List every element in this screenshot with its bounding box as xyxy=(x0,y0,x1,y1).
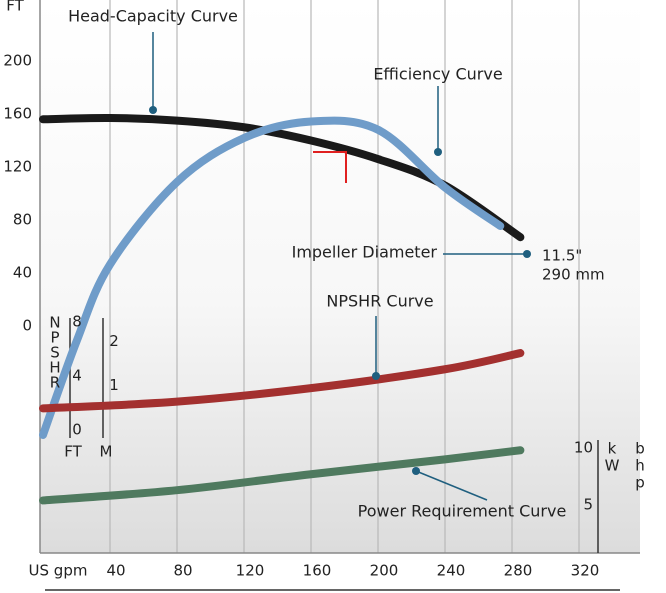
annotation: Head-Capacity Curve xyxy=(68,7,238,26)
y-tick-label: 80 xyxy=(13,211,32,229)
annotation: Power Requirement Curve xyxy=(358,502,567,521)
y-tick-label: 120 xyxy=(3,158,32,176)
x-tick-label: 80 xyxy=(173,562,192,580)
npsh-letter: P xyxy=(50,329,59,347)
y-tick-label: 200 xyxy=(3,52,32,70)
x-axis-label: US gpm xyxy=(29,562,88,580)
kw-letter: W xyxy=(605,457,620,475)
x-tick-label: 120 xyxy=(236,562,265,580)
npsh-ft-tick-label: 8 xyxy=(72,313,82,331)
bhp-letter: h xyxy=(635,457,645,475)
x-tick-label: 280 xyxy=(504,562,533,580)
x-tick-label: 40 xyxy=(106,562,125,580)
plot-background xyxy=(40,0,640,553)
npsh-ft-unit: FT xyxy=(64,443,82,461)
npsh-ft-tick-label: 4 xyxy=(72,367,82,385)
npsh-m-tick-label: 1 xyxy=(109,376,119,394)
x-tick-label: 160 xyxy=(303,562,332,580)
y-axis-label: FT xyxy=(6,0,24,15)
npsh-m-tick-label: 2 xyxy=(109,332,119,350)
leader-dot xyxy=(372,372,380,380)
y-tick-label: 160 xyxy=(3,105,32,123)
annotation: 290 mm xyxy=(542,266,605,284)
annotation: 11.5" xyxy=(542,247,582,265)
curve xyxy=(39,116,505,439)
bhp-letter: b xyxy=(635,440,645,458)
y-tick-label: 40 xyxy=(13,264,32,282)
npsh-ft-tick-label: 0 xyxy=(72,421,82,439)
annotation: NPSHR Curve xyxy=(326,292,433,311)
x-tick-label: 200 xyxy=(370,562,399,580)
annotation: Impeller Diameter xyxy=(292,243,438,262)
x-tick-label: 320 xyxy=(571,562,600,580)
npsh-m-unit: M xyxy=(100,443,113,461)
leader-line xyxy=(415,470,488,501)
npsh-letter: H xyxy=(49,359,60,377)
bhp-letter: p xyxy=(635,474,645,492)
leader-dot xyxy=(149,106,157,114)
operating-point xyxy=(313,151,347,183)
x-tick-label: 240 xyxy=(437,562,466,580)
npsh-letter: R xyxy=(50,374,60,392)
leader-dot xyxy=(523,250,531,258)
annotation: Efficiency Curve xyxy=(373,65,502,84)
leader-dot xyxy=(434,148,442,156)
npsh-letter: S xyxy=(50,344,60,362)
y-tick-label: 0 xyxy=(22,317,32,335)
curve xyxy=(39,446,525,505)
leader-dot xyxy=(412,467,420,475)
curve xyxy=(39,349,525,413)
kw-letter: k xyxy=(608,440,617,458)
power-tick-label: 5 xyxy=(583,496,593,514)
power-tick-label: 10 xyxy=(574,439,593,457)
npsh-letter: N xyxy=(49,314,60,332)
